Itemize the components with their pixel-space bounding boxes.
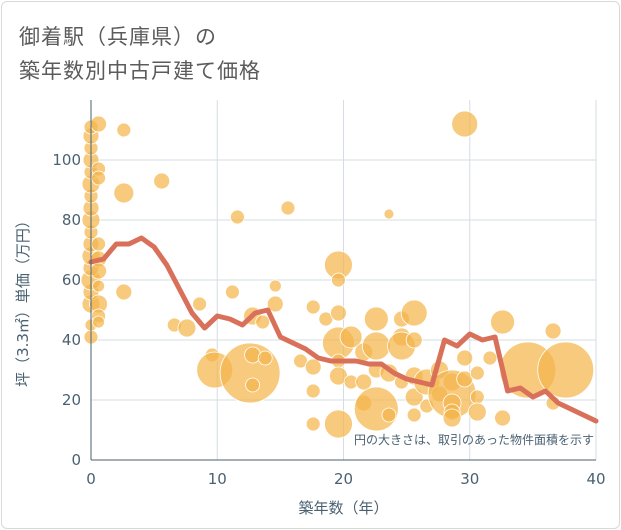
data-point (324, 409, 353, 439)
data-point (456, 349, 474, 367)
data-point (305, 416, 321, 432)
data-point (91, 236, 106, 252)
data-point (339, 325, 363, 349)
title-line-2: 築年数別中古戸建て価格 (19, 59, 261, 83)
data-point (113, 182, 135, 204)
data-point (355, 373, 373, 391)
y-tick-label: 0 (71, 451, 81, 469)
title-line-1: 御着駅（兵庫県）の (19, 25, 217, 49)
tick-labels: 0 10 20 30 40 0 20 40 60 80 100 (52, 151, 605, 488)
data-point (266, 295, 284, 313)
x-tick-label: 10 (208, 470, 227, 488)
data-point (224, 284, 240, 300)
data-point (490, 309, 515, 335)
data-point (363, 306, 389, 332)
data-point (90, 115, 107, 133)
x-tick-label: 30 (460, 470, 479, 488)
data-point (400, 299, 428, 327)
bubble-layer (80, 110, 595, 439)
data-point (406, 407, 422, 423)
data-point (90, 262, 107, 280)
data-point (469, 365, 485, 381)
data-point (381, 407, 397, 423)
x-tick-label: 0 (86, 470, 96, 488)
y-tick-label: 100 (52, 151, 81, 169)
axes (90, 100, 596, 461)
data-point (469, 389, 485, 405)
x-tick-label: 40 (586, 470, 605, 488)
data-point (177, 318, 197, 338)
data-point (91, 170, 106, 186)
data-point (330, 304, 347, 322)
data-point (467, 402, 487, 422)
x-tick-label: 20 (334, 470, 353, 488)
data-point (361, 331, 391, 361)
y-axis-title: 坪（3.3㎡）単価（万円） (14, 213, 32, 387)
data-point (442, 408, 462, 428)
data-point (280, 200, 296, 216)
y-tick-label: 20 (62, 391, 81, 409)
data-point (192, 296, 207, 312)
data-point (304, 358, 322, 376)
chart-title: 御着駅（兵庫県）の 築年数別中古戸建て価格 (19, 20, 261, 88)
data-point (331, 272, 346, 288)
size-note: 円の大きさは、取引のあった物件面積を示す (354, 432, 594, 447)
y-tick-label: 60 (62, 271, 81, 289)
data-point (544, 322, 562, 340)
data-point (305, 299, 321, 315)
data-point (494, 409, 511, 427)
data-point (456, 370, 474, 388)
data-point (268, 279, 282, 293)
data-point (116, 122, 132, 138)
data-point (451, 110, 479, 138)
data-point (92, 279, 105, 293)
data-point (92, 315, 105, 329)
data-point (405, 331, 423, 349)
data-point (383, 208, 395, 220)
data-point (244, 346, 262, 364)
data-point (537, 341, 595, 399)
y-tick-label: 40 (62, 331, 81, 349)
data-point (255, 314, 271, 330)
data-point (115, 283, 133, 301)
y-tick-label: 80 (62, 211, 81, 229)
data-point (482, 350, 498, 366)
trend-line (88, 235, 599, 424)
data-point (230, 209, 245, 225)
data-point (153, 172, 171, 190)
data-point (257, 350, 273, 366)
x-axis-title: 築年数（年） (298, 499, 388, 517)
data-point (305, 383, 321, 399)
data-point (245, 377, 261, 393)
